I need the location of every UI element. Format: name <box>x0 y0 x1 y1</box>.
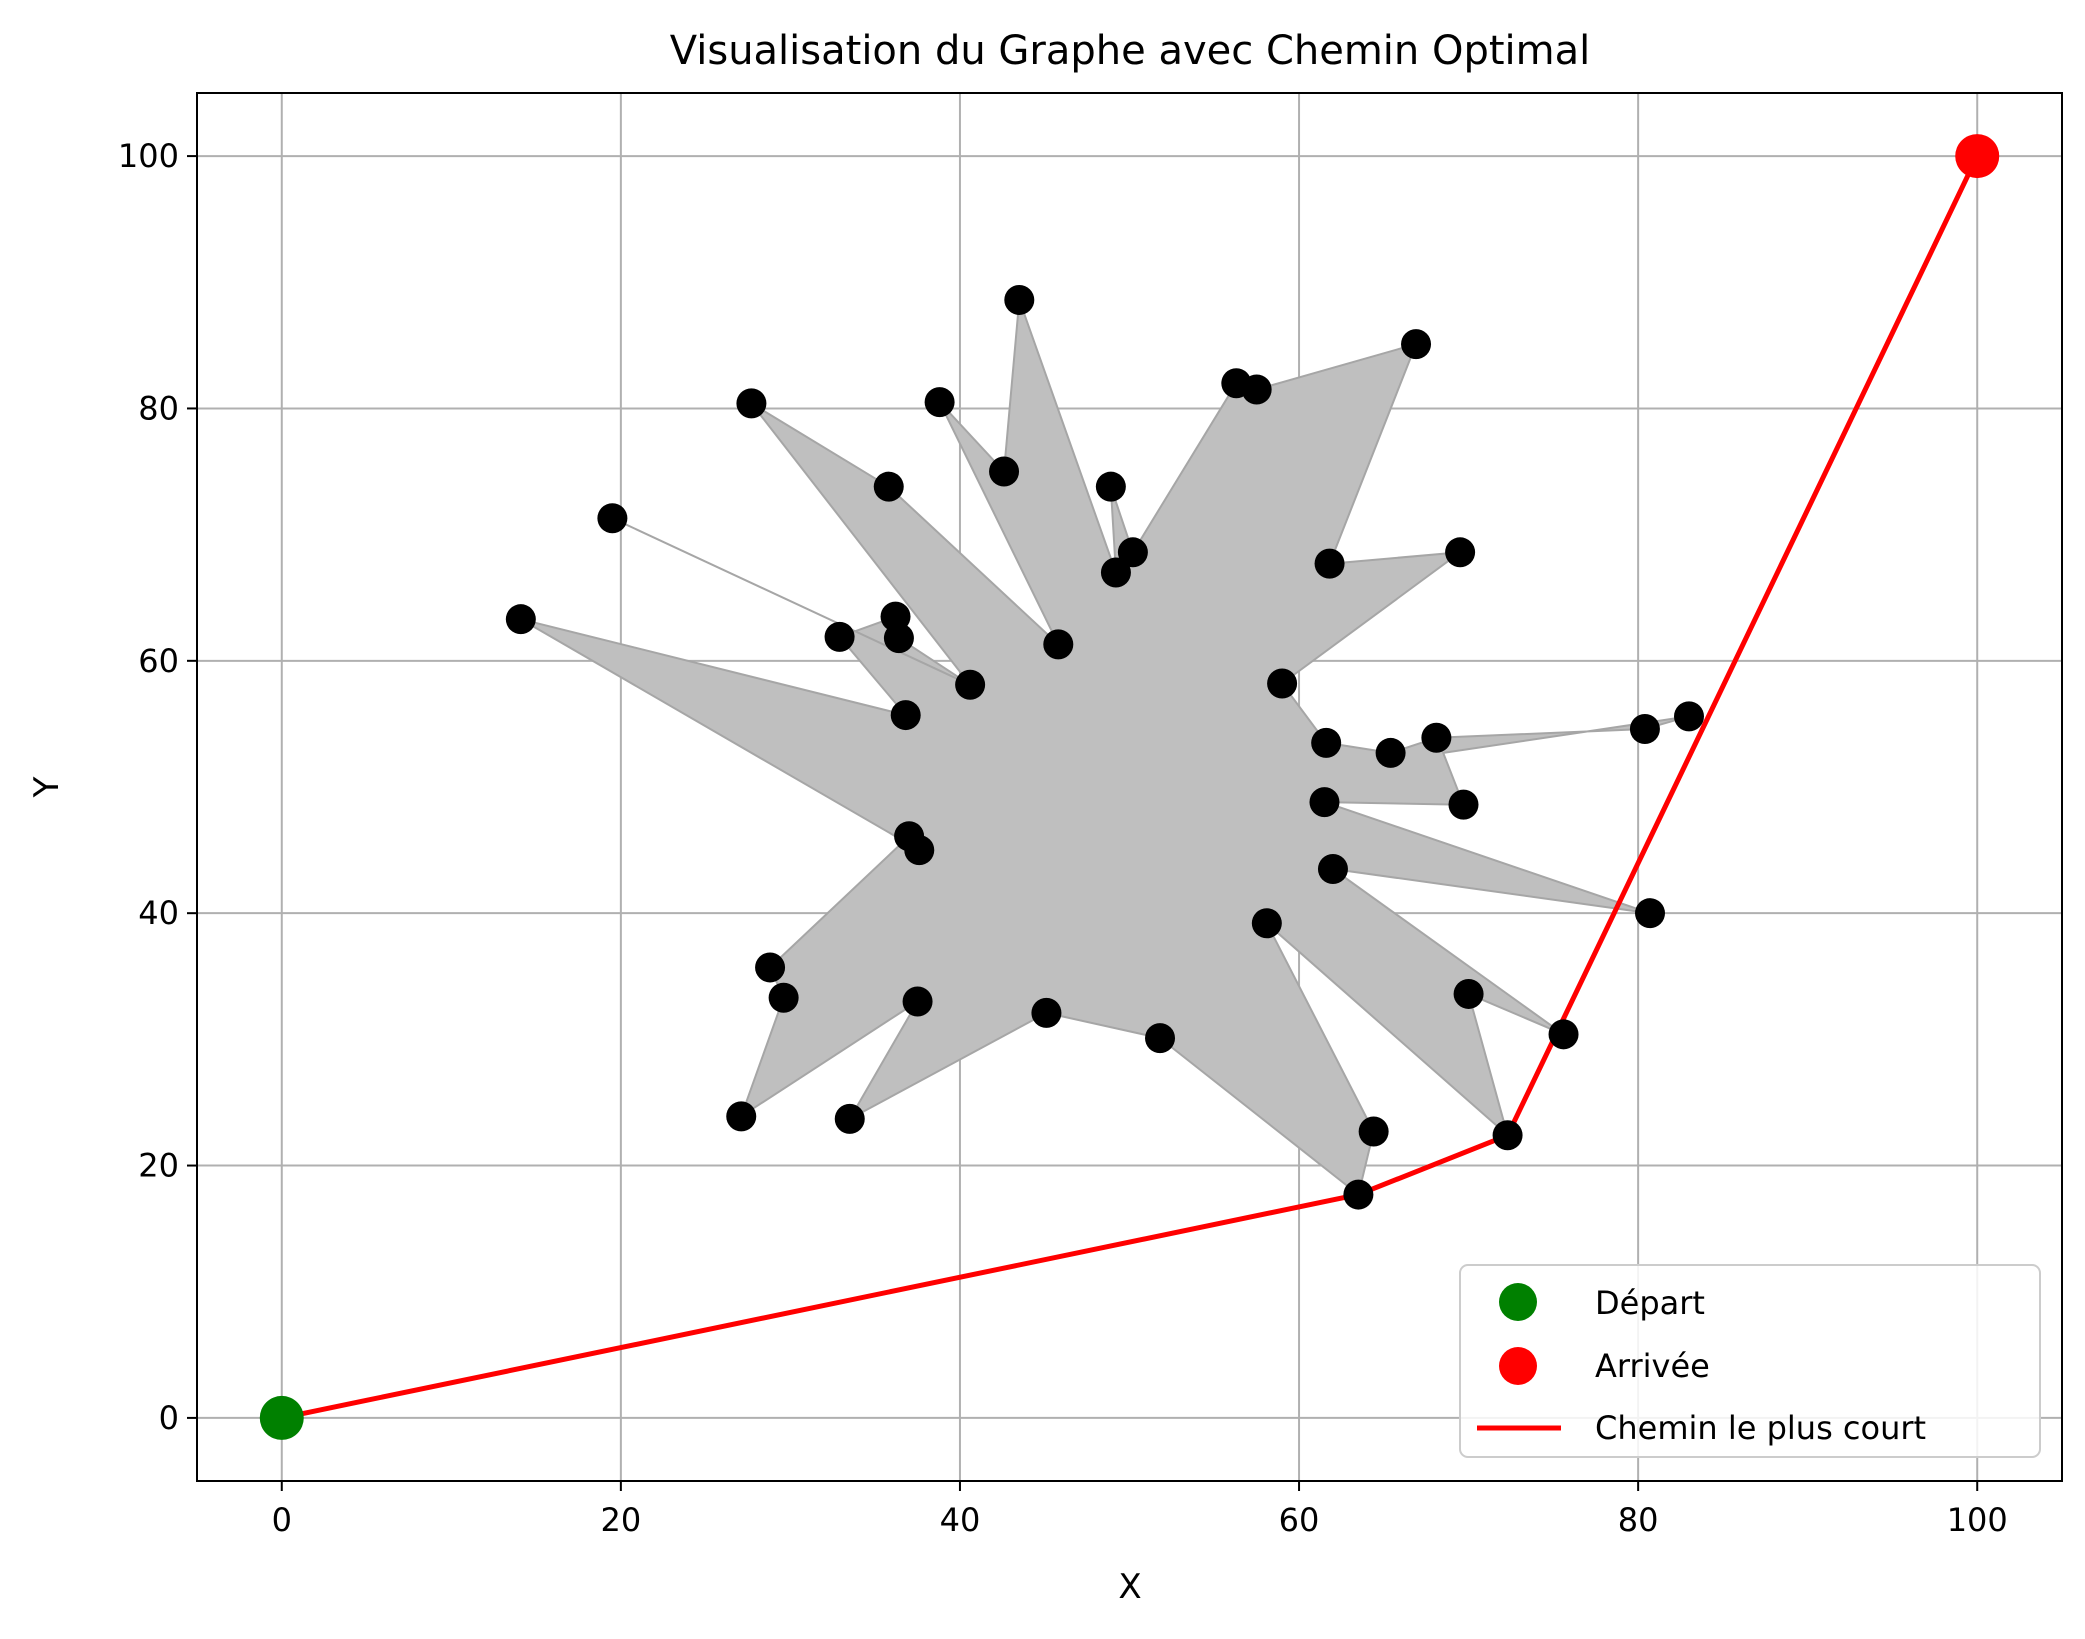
graph-node <box>904 835 935 866</box>
graph-node <box>902 986 933 1017</box>
graph-node <box>755 952 786 983</box>
chart-title: Visualisation du Graphe avec Chemin Opti… <box>670 28 1591 74</box>
x-tick-label: 20 <box>601 1501 642 1539</box>
graph-node <box>1635 898 1666 929</box>
graph-node <box>1095 471 1126 502</box>
graph-node <box>1401 329 1432 360</box>
graph-node <box>1492 1120 1523 1151</box>
graph-node <box>1267 668 1298 699</box>
graph-node <box>1674 701 1704 732</box>
graph-node <box>955 669 986 700</box>
graph-node <box>834 1103 865 1134</box>
x-tick-label: 80 <box>1618 1501 1659 1539</box>
y-tick-label: 100 <box>118 137 179 175</box>
graph-node <box>1548 1019 1579 1050</box>
node-layer <box>505 284 1704 1210</box>
graph-node <box>924 387 955 418</box>
y-tick-label: 0 <box>159 1399 179 1437</box>
graph-node <box>873 471 904 502</box>
graph-node <box>1375 737 1406 768</box>
y-tick-label: 40 <box>138 894 179 932</box>
graph-node <box>1100 557 1131 588</box>
graph-node <box>1031 997 1062 1028</box>
legend-end-marker <box>1499 1347 1537 1385</box>
start-marker <box>259 1395 304 1440</box>
legend-label-end: Arrivée <box>1595 1347 1710 1385</box>
graph-node <box>1317 854 1348 885</box>
x-axis-label: X <box>1118 1567 1141 1607</box>
x-tick-label: 0 <box>272 1501 292 1539</box>
graph-node <box>1421 722 1452 753</box>
end-marker <box>1955 134 2000 179</box>
graph-node <box>1309 787 1340 818</box>
tick-layer: 0 20 40 60 80 100 0 20 40 60 80 100 <box>118 137 2008 1539</box>
graph-node <box>736 388 767 419</box>
legend-label-start: Départ <box>1595 1284 1705 1322</box>
y-axis-label: Y <box>27 776 67 798</box>
graph-node <box>597 503 628 534</box>
graph-node <box>1448 789 1479 820</box>
graph-node <box>1145 1023 1176 1054</box>
y-tick-label: 60 <box>138 642 179 680</box>
legend-start-marker <box>1499 1283 1537 1321</box>
y-tick-label: 20 <box>138 1147 179 1185</box>
graph-node <box>726 1101 757 1132</box>
graph-node <box>768 982 799 1013</box>
graph-node <box>1445 537 1476 568</box>
graph-node <box>1358 1116 1389 1147</box>
graph-node <box>1453 978 1484 1009</box>
graph-node <box>1241 374 1272 405</box>
graph-node <box>1343 1179 1374 1210</box>
x-tick-label: 100 <box>1947 1501 2008 1539</box>
endpoint-layer <box>259 134 2000 1440</box>
graph-node <box>1629 713 1660 744</box>
shortest-path-line <box>279 153 1980 1421</box>
legend-box <box>1459 1264 2041 1458</box>
graph-node <box>1251 908 1282 939</box>
graph-node <box>1117 537 1148 568</box>
graph-node <box>1311 727 1342 758</box>
graph-node <box>1043 629 1074 660</box>
graph-node <box>890 700 921 731</box>
legend: Départ Arrivée Chemin le plus court <box>1459 1264 2041 1458</box>
graph-node <box>989 456 1020 487</box>
graph-node <box>824 621 855 652</box>
x-tick-label: 60 <box>1279 1501 1320 1539</box>
graph-node <box>1004 284 1035 315</box>
graph-node <box>505 604 536 635</box>
graph-node <box>1314 548 1345 579</box>
y-tick-label: 80 <box>138 389 179 427</box>
graph-node <box>883 623 914 654</box>
legend-label-path: Chemin le plus court <box>1595 1409 1926 1447</box>
path-layer <box>279 153 1980 1421</box>
plot-frame <box>196 92 2063 1482</box>
x-tick-label: 40 <box>940 1501 981 1539</box>
